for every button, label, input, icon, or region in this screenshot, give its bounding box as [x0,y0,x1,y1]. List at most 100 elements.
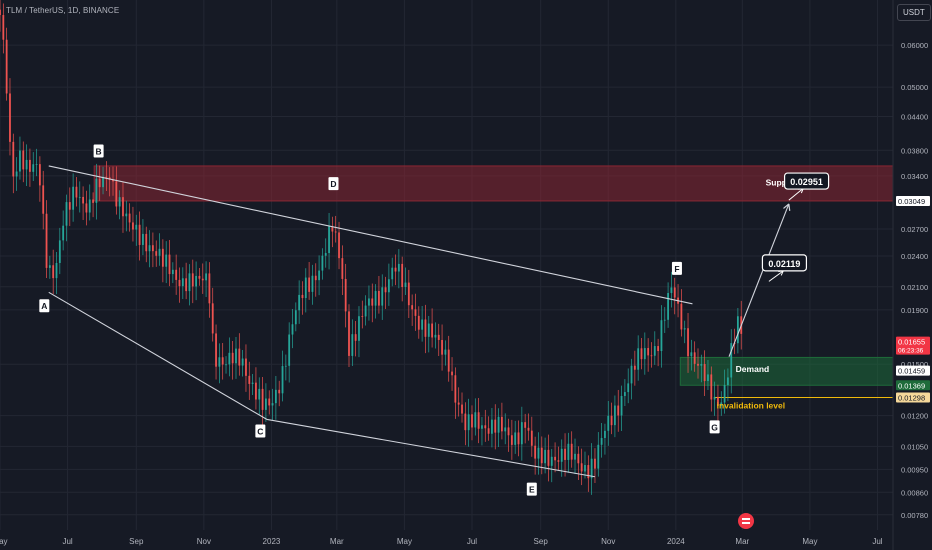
x-tick-label: Sep [534,537,549,546]
candle-body [378,290,380,306]
trendline [728,203,790,357]
candle-body [514,432,517,445]
candle-body [245,358,247,376]
candle-body [524,422,527,428]
candle-body [55,262,58,279]
candle-body [391,267,394,280]
x-tick-label: Nov [601,537,615,546]
candle-body [444,349,447,355]
candle-body [447,349,450,372]
candle-body [351,334,354,356]
candle-body [481,425,483,429]
candle-body [361,316,364,318]
zone-demand [679,356,894,386]
candle-body [727,377,729,386]
wave-label-a: A [41,301,47,311]
price-badge-value: 0.01459 [898,367,925,376]
candle-body [394,267,397,272]
candle-body [707,374,709,382]
candle-body [431,323,433,338]
time-axis[interactable]: May Jul Sep Nov 2023 Mar May Jul Sep Nov 2024 Mar Ma… [0,537,883,546]
currency-badge[interactable]: USDT [897,4,931,21]
candle-body [414,309,417,316]
candle-body [584,465,586,472]
wave-label-b: B [96,146,102,156]
candle-body [510,435,513,445]
candle-body [417,315,420,330]
invalidation-label: invalidation level [717,401,786,411]
candle-body [318,270,320,281]
candle-body [145,233,148,252]
candle-body [288,334,291,366]
candle-body [268,398,271,406]
candle-body [497,416,500,433]
target-arrow [788,188,804,201]
candle-body [48,265,51,268]
candle-body [0,9,1,16]
candle-body [75,186,78,198]
candle-body [248,375,251,384]
candle-body [730,343,733,378]
wave-label-g: G [711,422,718,432]
wave-label-box [39,299,50,313]
candle-body [308,277,311,292]
candle-body [211,303,214,334]
zone-label-demand: Demand [736,364,770,374]
candle-body [703,364,706,382]
candle-body [19,150,21,172]
candle-body [600,437,603,445]
candle-body [82,196,84,204]
candle-body [218,357,221,367]
candle-body [52,265,55,279]
x-tick-label: Nov [197,537,211,546]
price-badge-value: 0.01655 [898,338,925,347]
candle-body [663,319,666,321]
candle-body [168,254,171,275]
wave-label-box [255,424,266,438]
candle-body [710,374,713,400]
candle-body [647,348,650,356]
candle-body [530,430,533,446]
price-badge [896,195,930,206]
candle-body [371,298,374,306]
x-tick-label: 2024 [667,537,685,546]
candle-body [265,398,267,410]
candle-body [294,310,297,325]
target-box [783,172,830,190]
y-tick-label: 0.04400 [901,113,928,122]
wave-label-box [328,177,339,191]
candle-body [258,388,261,400]
y-tick-label: 0.00860 [901,488,928,497]
candle-body [331,226,334,232]
candle-body [68,202,71,210]
candle-body [155,251,158,256]
candle-body [188,273,191,292]
candle-body [92,199,94,203]
candle-body [471,414,473,428]
price-axis[interactable]: 0.06000 0.05000 0.04400 0.03800 0.03400 0.027… [892,0,928,550]
candle-body [22,150,25,170]
candle-body [158,248,161,256]
candle-body [594,458,596,469]
candle-body [540,447,543,464]
price-badge-value: 0.01298 [898,394,925,403]
tradingview-badge-icon[interactable] [737,513,757,529]
candle-body [208,273,211,304]
candle-body [640,348,643,360]
candle-body [620,395,623,416]
candle-body [72,186,75,210]
candle-body [667,293,669,320]
candle-body [261,388,264,410]
candle-body [660,320,663,352]
candle-body [221,357,224,365]
badge-ring [738,513,754,529]
x-tick-label: May [397,537,412,546]
wave-label-box [526,482,537,496]
candle-body [407,282,410,306]
candle-body [298,294,301,311]
candle-body [604,430,606,438]
candle-body [537,447,540,459]
candle-body [348,311,350,356]
